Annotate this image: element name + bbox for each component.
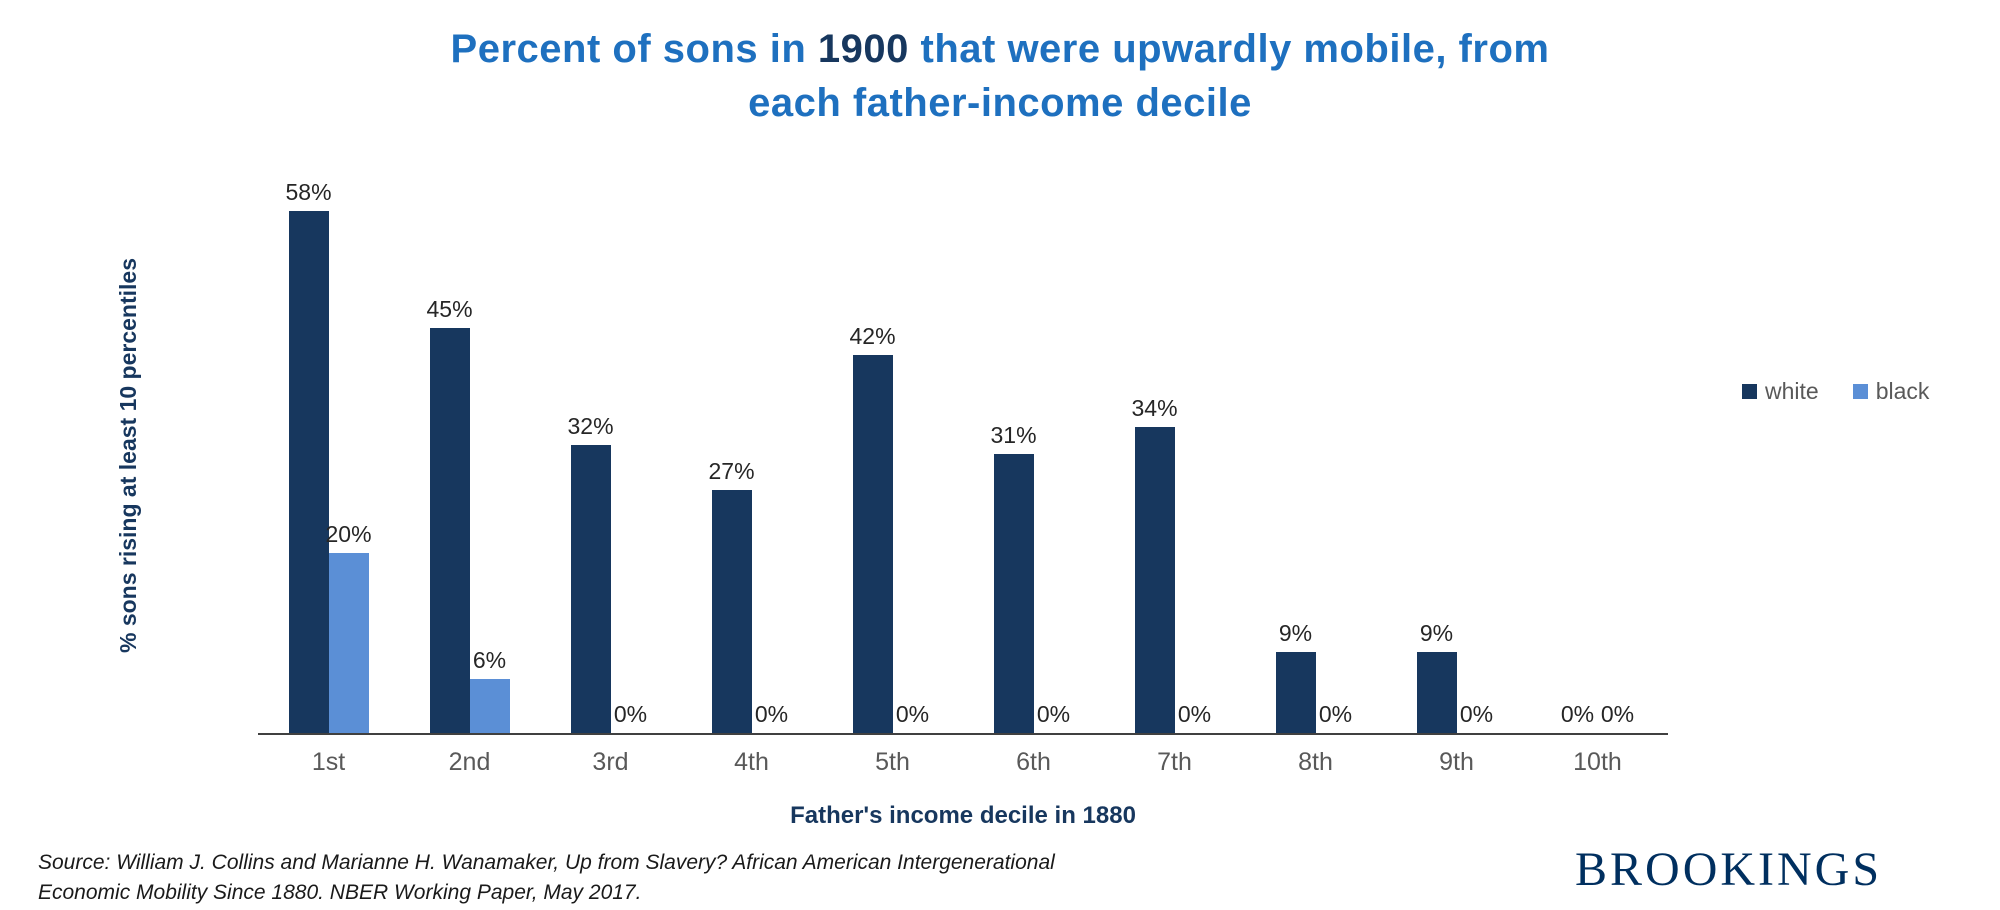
bar-group-3rd: 32% 0% — [540, 178, 681, 733]
data-label-black-2nd: 6% — [472, 647, 507, 673]
data-label-white-7th: 34% — [1131, 395, 1178, 421]
source-line-1: Source: William J. Collins and Marianne … — [38, 851, 1055, 874]
bar-group-5th: 42% 0% — [822, 178, 963, 733]
data-label-black-4th: 0% — [754, 701, 789, 727]
bar-slot-black-7th: 0% — [1175, 701, 1215, 733]
data-label-black-5th: 0% — [895, 701, 930, 727]
source-note: Source: William J. Collins and Marianne … — [38, 848, 1055, 909]
x-tick-3rd: 3rd — [592, 748, 629, 776]
bar-group-8th: 9% 0% — [1245, 178, 1386, 733]
brookings-wordmark: BROOKINGS — [1575, 843, 1883, 896]
x-tick-6th: 6th — [1016, 748, 1051, 776]
plot-outer: 58% 20% 45% 6% 32% 0% 27% 0% 42% 0% 31% 0% 34% 0% 9% 0%… — [258, 178, 1668, 735]
bar-slot-black-10th: 0% — [1598, 701, 1638, 733]
x-tick-9th: 9th — [1439, 748, 1474, 776]
legend-swatch-white — [1742, 384, 1757, 399]
legend-item-white: white — [1742, 378, 1819, 405]
title-part2: that were upwardly mobile, from each fat… — [748, 27, 1550, 125]
bar-slot-white-1st: 58% — [285, 179, 332, 733]
bar-slot-white-2nd: 45% — [426, 296, 473, 733]
bar-white-2nd — [429, 328, 470, 733]
bar-group-1st: 58% 20% — [258, 178, 399, 733]
bar-white-4th — [711, 490, 752, 733]
bar-group-6th: 31% 0% — [963, 178, 1104, 733]
data-label-black-10th: 0% — [1600, 701, 1635, 727]
data-label-white-3rd: 32% — [567, 413, 614, 439]
bar-slot-black-5th: 0% — [893, 701, 933, 733]
title-year: 1900 — [817, 27, 909, 71]
bar-slot-white-4th: 27% — [708, 458, 755, 733]
x-axis-title: Father's income decile in 1880 — [790, 802, 1136, 829]
x-tick-2nd: 2nd — [448, 748, 491, 776]
legend-label-black: black — [1875, 378, 1930, 404]
data-label-black-7th: 0% — [1177, 701, 1212, 727]
bar-black-2nd — [469, 679, 510, 733]
x-tick-7th: 7th — [1157, 748, 1192, 776]
bar-slot-white-3rd: 32% — [567, 413, 614, 733]
x-tick-4th: 4th — [734, 748, 769, 776]
data-label-black-6th: 0% — [1036, 701, 1071, 727]
data-label-black-1st: 20% — [325, 521, 372, 547]
data-label-black-9th: 0% — [1459, 701, 1494, 727]
data-label-white-1st: 58% — [285, 179, 332, 205]
bar-slot-black-3rd: 0% — [611, 701, 651, 733]
data-label-white-5th: 42% — [849, 323, 896, 349]
x-tick-1st: 1st — [311, 748, 346, 776]
bar-white-3rd — [570, 445, 611, 733]
bar-slot-white-5th: 42% — [849, 323, 896, 733]
bar-slot-black-8th: 0% — [1316, 701, 1356, 733]
data-label-white-2nd: 45% — [426, 296, 473, 322]
bar-slot-white-7th: 34% — [1131, 395, 1178, 733]
bar-white-8th — [1275, 652, 1316, 733]
bar-group-10th: 0% 0% — [1527, 178, 1668, 733]
data-label-black-3rd: 0% — [613, 701, 648, 727]
source-line-2: Economic Mobility Since 1880. NBER Worki… — [38, 881, 642, 905]
bar-slot-black-1st: 20% — [325, 521, 372, 733]
data-label-white-6th: 31% — [990, 422, 1037, 448]
x-tick-10th: 10th — [1573, 748, 1622, 776]
data-label-white-4th: 27% — [708, 458, 755, 484]
bar-slot-black-2nd: 6% — [469, 647, 510, 733]
bar-slot-black-6th: 0% — [1034, 701, 1074, 733]
y-axis-title: % sons rising at least 10 percentiles — [108, 178, 148, 733]
plot-area: 58% 20% 45% 6% 32% 0% 27% 0% 42% 0% 31% 0% 34% 0% 9% 0%… — [258, 178, 1668, 733]
chart-title: Percent of sons in 1900 that were upward… — [0, 22, 2000, 130]
legend-label-white: white — [1765, 378, 1819, 404]
data-label-black-8th: 0% — [1318, 701, 1353, 727]
data-label-white-10th: 0% — [1560, 701, 1595, 727]
chart-title-text: Percent of sons in 1900 that were upward… — [410, 22, 1590, 130]
data-label-white-8th: 9% — [1278, 620, 1313, 646]
bar-black-1st — [328, 553, 369, 733]
bar-slot-white-8th: 9% — [1275, 620, 1316, 733]
x-tick-row: 1st 2nd 3rd 4th 5th 6th 7th 8th 9th 10th — [258, 748, 1668, 777]
bar-group-9th: 9% 0% — [1386, 178, 1527, 733]
bar-group-7th: 34% 0% — [1104, 178, 1245, 733]
bar-slot-black-9th: 0% — [1457, 701, 1497, 733]
data-label-white-9th: 9% — [1419, 620, 1454, 646]
bar-white-9th — [1416, 652, 1457, 733]
legend-swatch-black — [1852, 384, 1868, 399]
bar-group-4th: 27% 0% — [681, 178, 822, 733]
bar-slot-black-4th: 0% — [752, 701, 792, 733]
bar-white-7th — [1134, 427, 1175, 733]
legend: white black — [1742, 378, 1929, 405]
bar-white-6th — [993, 454, 1034, 733]
x-tick-8th: 8th — [1298, 748, 1333, 776]
x-tick-5th: 5th — [875, 748, 910, 776]
bar-slot-white-6th: 31% — [990, 422, 1037, 733]
bar-slot-white-9th: 9% — [1416, 620, 1457, 733]
title-part1: Percent of sons in — [450, 27, 818, 71]
bar-group-2nd: 45% 6% — [399, 178, 540, 733]
bar-white-1st — [288, 211, 329, 733]
bar-slot-white-10th: 0% — [1558, 701, 1598, 733]
legend-item-black: black — [1852, 378, 1930, 405]
bar-white-5th — [852, 355, 893, 733]
y-axis-title-text: % sons rising at least 10 percentiles — [114, 258, 141, 653]
